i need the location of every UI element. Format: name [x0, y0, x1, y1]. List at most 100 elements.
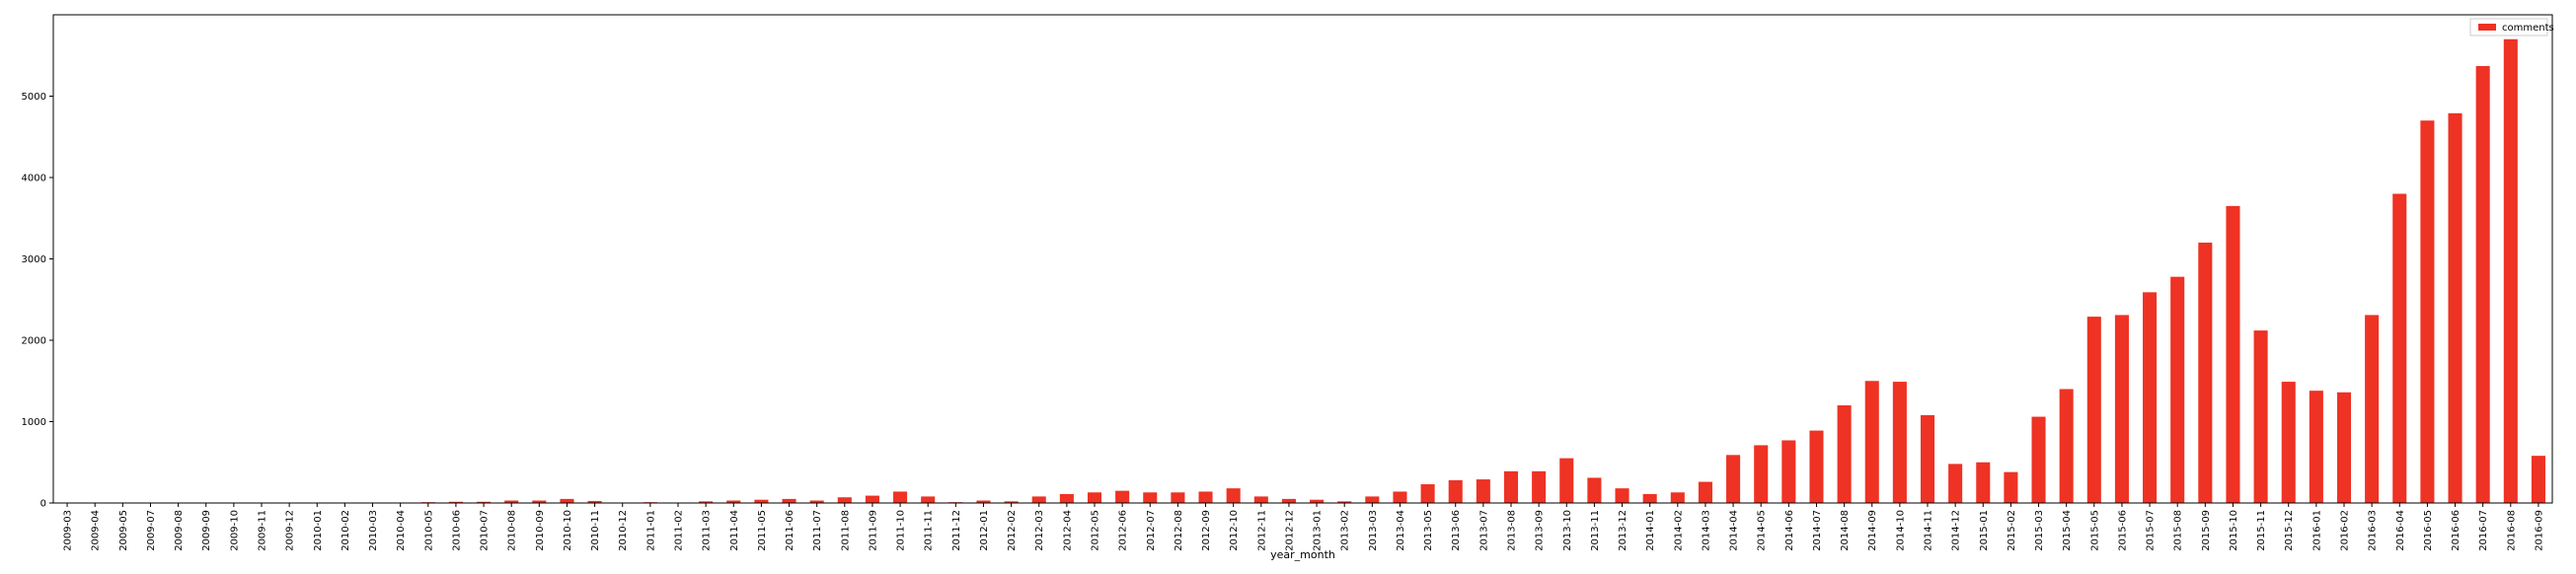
x-tick-label: 2009-05	[118, 510, 129, 551]
x-tick-label: 2011-06	[785, 510, 796, 551]
x-tick-label: 2009-08	[174, 510, 185, 551]
x-tick-label: 2010-12	[618, 510, 629, 551]
bar-2014-08	[1837, 405, 1852, 503]
x-tick-label: 2010-09	[535, 510, 546, 551]
bar-2012-11	[1253, 496, 1268, 503]
x-tick-label: 2015-01	[1979, 510, 1990, 551]
bar-2010-10	[560, 498, 574, 504]
bar-2013-12	[1615, 488, 1629, 503]
bar-2011-05	[754, 499, 769, 503]
bar-2012-02	[1004, 501, 1019, 503]
x-tick-label: 2010-05	[423, 510, 434, 551]
x-tick-label: 2014-06	[1784, 510, 1795, 551]
y-tick-label: 3000	[22, 254, 46, 265]
x-tick-label: 2011-07	[812, 510, 823, 551]
x-tick-label: 2012-06	[1118, 510, 1129, 551]
bar-2016-02	[2336, 392, 2352, 503]
bar-2012-09	[1198, 491, 1213, 503]
bar-2016-05	[2420, 120, 2435, 503]
bar-2011-11	[921, 496, 936, 503]
x-axis: 2009-03 2009-04 2009-05 2009-07 2009-08 2009-…	[63, 503, 2544, 551]
bar-2011-04	[726, 500, 741, 503]
x-tick-label: 2010-01	[313, 510, 324, 551]
x-tick-label: 2015-05	[2089, 510, 2100, 551]
y-axis: 0 1000 2000 3000 4000 5000	[22, 92, 53, 510]
bar-2014-09	[1864, 381, 1879, 503]
x-tick-label: 2016-06	[2451, 510, 2462, 551]
x-tick-label: 2013-08	[1507, 510, 1518, 551]
bar-2013-06	[1448, 479, 1463, 503]
x-tick-label: 2013-04	[1396, 510, 1406, 551]
bar-2013-04	[1393, 491, 1407, 503]
bar-2014-03	[1698, 481, 1712, 503]
bar-2011-10	[893, 491, 908, 503]
bar-2012-12	[1281, 498, 1296, 504]
bar-2012-03	[1031, 496, 1046, 503]
x-tick-label: 2011-02	[674, 510, 685, 551]
bar-2016-04	[2392, 193, 2407, 503]
x-tick-label: 2012-08	[1174, 510, 1184, 551]
bar-2010-11	[587, 500, 602, 503]
bar-2012-05	[1087, 492, 1102, 503]
bar-2012-08	[1171, 492, 1185, 503]
bar-2014-05	[1754, 445, 1769, 503]
x-tick-label: 2012-01	[979, 510, 990, 551]
x-tick-label: 2013-02	[1340, 510, 1351, 551]
bar-2015-07	[2143, 292, 2158, 503]
x-tick-label: 2012-12	[1284, 510, 1295, 551]
x-tick-label: 2012-04	[1062, 510, 1073, 551]
x-tick-label: 2015-12	[2284, 510, 2295, 551]
bar-2014-01	[1642, 493, 1657, 503]
bar-2012-06	[1115, 490, 1130, 504]
bar-2013-10	[1559, 458, 1574, 504]
bar-2015-01	[1976, 462, 1991, 503]
x-tick-label: 2014-01	[1645, 510, 1656, 551]
bar-2014-06	[1781, 440, 1796, 503]
x-tick-label: 2016-07	[2478, 510, 2489, 551]
x-tick-label: 2016-03	[2368, 510, 2379, 551]
bar-2011-03	[699, 501, 714, 503]
bar-2014-12	[1948, 464, 1963, 503]
x-tick-label: 2016-08	[2506, 510, 2517, 551]
bar-2015-04	[2059, 389, 2074, 503]
x-tick-label: 2015-09	[2201, 510, 2212, 551]
x-tick-label: 2015-10	[2229, 510, 2239, 551]
x-tick-label: 2011-09	[868, 510, 878, 551]
bar-2011-09	[865, 495, 879, 503]
y-tick-label: 4000	[22, 174, 46, 184]
x-tick-label: 2009-04	[91, 510, 102, 551]
x-tick-label: 2011-11	[924, 510, 935, 551]
x-tick-label: 2010-07	[480, 510, 491, 551]
bar-2016-01	[2309, 391, 2323, 503]
x-tick-label: 2010-08	[507, 510, 518, 551]
bar-2011-06	[782, 498, 796, 504]
x-tick-label: 2010-11	[590, 510, 601, 551]
x-tick-label: 2011-04	[729, 510, 740, 551]
y-tick-label: 0	[40, 499, 46, 510]
x-tick-label: 2009-10	[229, 510, 240, 551]
bar-2013-08	[1503, 470, 1519, 503]
bar-2016-07	[2475, 65, 2490, 503]
x-tick-label: 2011-03	[702, 510, 713, 551]
x-tick-label: 2016-09	[2534, 510, 2544, 551]
x-tick-label: 2014-08	[1840, 510, 1851, 551]
x-tick-label: 2010-03	[368, 510, 379, 551]
x-tick-label: 2015-08	[2173, 510, 2184, 551]
y-tick-label: 1000	[22, 417, 46, 428]
bar-2015-09	[2198, 243, 2213, 503]
bar-2013-07	[1476, 479, 1490, 503]
bar-2012-04	[1059, 493, 1074, 503]
x-tick-label: 2009-12	[285, 510, 296, 551]
bars	[420, 38, 2545, 504]
legend-swatch	[2478, 24, 2496, 31]
x-tick-label: 2014-04	[1729, 510, 1740, 551]
bar-2013-11	[1587, 477, 1602, 503]
x-tick-label: 2009-09	[201, 510, 212, 551]
bar-2013-05	[1420, 484, 1435, 503]
x-tick-label: 2014-03	[1701, 510, 1711, 551]
x-tick-label: 2012-09	[1201, 510, 1212, 551]
x-tick-label: 2015-06	[2117, 510, 2128, 551]
x-tick-label: 2010-02	[341, 510, 351, 551]
x-tick-label: 2016-05	[2423, 510, 2434, 551]
